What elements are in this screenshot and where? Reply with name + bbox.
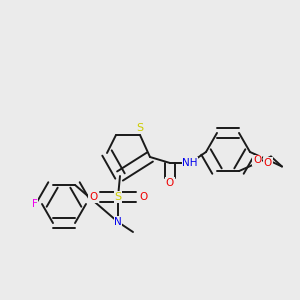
Text: S: S	[114, 192, 122, 202]
Text: O: O	[166, 178, 174, 188]
Text: O: O	[139, 192, 147, 202]
Text: N: N	[114, 217, 122, 227]
Text: NH: NH	[182, 158, 198, 168]
Text: S: S	[136, 123, 144, 133]
Text: O: O	[264, 158, 272, 168]
Text: F: F	[32, 199, 38, 209]
Text: O: O	[253, 155, 261, 165]
Text: O: O	[89, 192, 97, 202]
